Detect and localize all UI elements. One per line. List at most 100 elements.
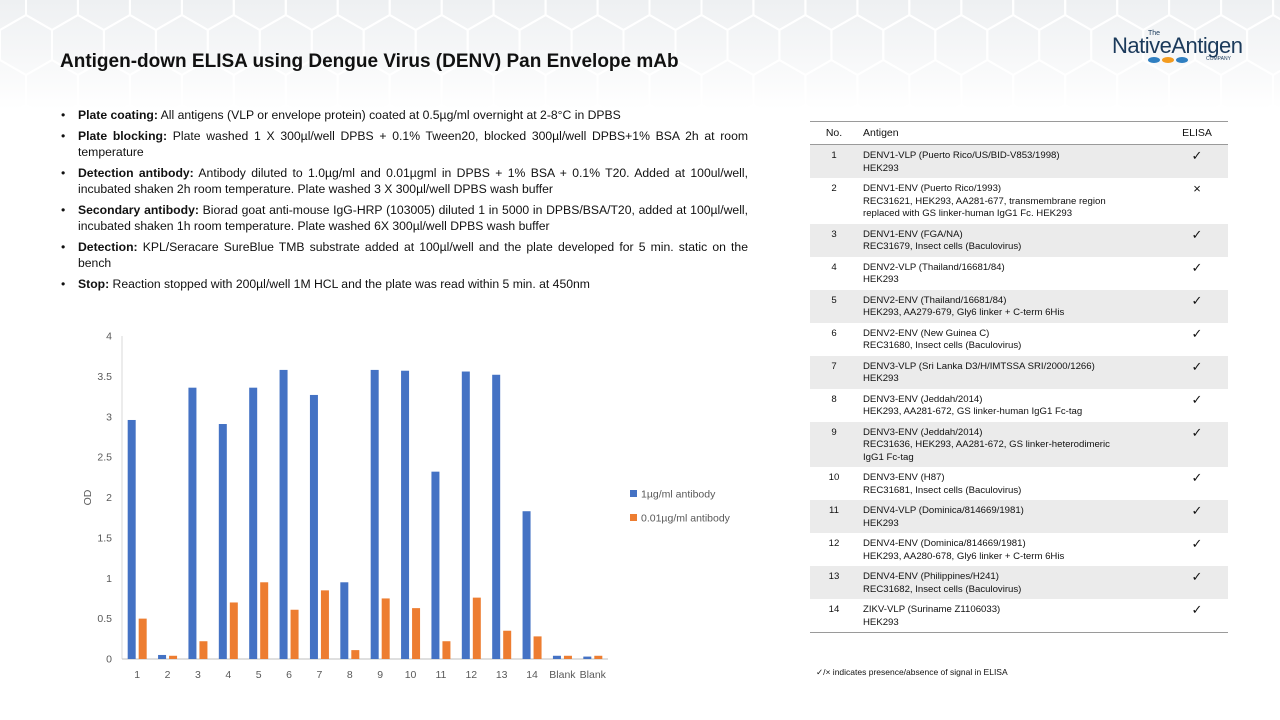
hexagon-shape — [180, 0, 235, 32]
hexagon-shape — [950, 103, 972, 110]
table-row: 14 ZIKV-VLP (Suriname Z1106033) HEK293 ✓ — [810, 599, 1228, 633]
logo-company: COMPANY — [1206, 56, 1231, 62]
check-icon: ✓ — [1166, 223, 1228, 257]
note-text: All antigens (VLP or envelope protein) c… — [157, 108, 621, 122]
hexagon-shape — [336, 0, 391, 32]
antigen-line: DENV3-ENV (Jeddah/2014) — [863, 393, 983, 405]
check-icon: ✓ — [1166, 289, 1228, 323]
y-tick-label: 1 — [106, 573, 112, 585]
table-row: 5 DENV2-ENV (Thailand/16681/84) HEK293, AA… — [810, 289, 1228, 323]
y-tick-label: 2 — [106, 492, 112, 504]
bar-high-5 — [249, 387, 258, 659]
antigen-line: DENV1-ENV (FGA/NA) — [863, 228, 963, 240]
hexagon-shape — [638, 103, 661, 110]
antigen-line: DENV3-ENV (Jeddah/2014) — [863, 426, 983, 438]
bar-high-13 — [492, 374, 501, 659]
check-icon: ✓ — [1166, 500, 1228, 533]
bar-high-7 — [309, 394, 318, 659]
cell-antigen: ZIKV-VLP (Suriname Z1106033) HEK293 — [858, 599, 1166, 633]
check-icon: ✓ — [1191, 325, 1203, 341]
antigen-line: HEK293, AA279-679, Gly6 linker + C-term … — [863, 307, 1065, 318]
table-row: 6 DENV2-ENV (New Guinea C) REC31680, Insec… — [810, 323, 1228, 356]
cell-no: 8 — [831, 393, 837, 405]
antigen-line: HEK293, AA280-678, Gly6 linker + C-term … — [863, 550, 1065, 562]
check-icon: ✓ — [1191, 259, 1203, 275]
cell-antigen: DENV2-ENV (Thailand/16681/84) HEK293, AA2… — [858, 289, 1166, 323]
hexagon-shape — [1262, 103, 1280, 110]
x-tick-label: 4 — [225, 669, 231, 681]
note-item: • Detection: KPL/Seracare SureBlue TMB su… — [60, 239, 748, 271]
note-text: KPL/Seracare SureBlue TMB substrate adde… — [78, 240, 748, 270]
check-icon: ✓ — [1191, 536, 1203, 551]
y-tick-label: 0.5 — [97, 613, 112, 625]
hexagon-shape — [586, 103, 609, 110]
table-row: 12 DENV4-ENV (Dominica/814669/1981) HEK293… — [810, 533, 1228, 566]
cell-no: 13 — [810, 566, 858, 599]
note-text: Reaction stopped with 200µl/well 1M HCL … — [109, 277, 590, 291]
hexagon-shape — [690, 103, 713, 110]
hexagon-shape — [908, 58, 963, 110]
y-tick-label: 4 — [106, 331, 112, 343]
bar-low-9 — [381, 598, 390, 659]
cell-no: 4 — [831, 261, 837, 273]
hexagon-shape — [1220, 0, 1275, 32]
table-row: 4 DENV2-VLP (Thailand/16681/84) HEK293 ✓ — [810, 257, 1228, 290]
bar-high-14 — [522, 511, 531, 659]
legend-label: 0.01µg/ml antibody — [641, 513, 731, 525]
antigen-line: DENV2-ENV (Thailand/16681/84) — [863, 294, 1007, 306]
cell-antigen: DENV2-VLP (Thailand/16681/84) HEK293 — [858, 257, 1166, 290]
protocol-notes: • Plate coating: All antigens (VLP or env… — [60, 107, 748, 297]
hexagon-shape — [1168, 0, 1223, 32]
hexagon-shape — [674, 13, 729, 77]
cell-no: 14 — [810, 599, 858, 633]
antigen-line: DENV3-VLP (Sri Lanka D3/H/IMTSSA SRI/200… — [863, 360, 1095, 372]
hexagon-background — [0, 0, 1280, 110]
hexagon-shape — [1210, 103, 1232, 110]
hexagon-shape — [431, 103, 453, 110]
table-footnote: ✓/× indicates presence/absence of signal… — [816, 667, 1008, 677]
table-row: 3 DENV1-ENV (FGA/NA) REC31679, Insect cell… — [810, 223, 1228, 257]
check-icon: ✓ — [1166, 355, 1228, 389]
antigen-line: HEK293, AA281-672, GS linker-human IgG1 … — [863, 406, 1083, 417]
hexagon-shape — [726, 13, 781, 77]
hexagon-shape — [25, 0, 79, 32]
antigen-line: DENV1-VLP (Puerto Rico/US/BID-V853/1998) — [863, 150, 1060, 161]
cell-no: 2 — [831, 183, 837, 194]
hexagon-shape — [752, 0, 807, 32]
bar-low-16 — [594, 655, 603, 659]
hexagon-shape — [327, 103, 349, 110]
antigen-line: DENV3-ENV (H87) — [863, 472, 945, 483]
hexagon-shape — [128, 0, 183, 32]
hexagon-shape — [0, 58, 27, 110]
company-logo: The NativeAntigen COMPANY — [1112, 30, 1252, 64]
cell-no: 10 — [828, 472, 840, 483]
antigen-line: DENV2-VLP (Thailand/16681/84) — [863, 261, 1005, 273]
bullet-icon: • — [61, 166, 66, 180]
note-item: • Detection antibody: Antibody diluted to… — [60, 165, 748, 197]
x-tick-label: 3 — [195, 669, 201, 681]
note-text: Biorad goat anti-mouse IgG-HRP (103005) … — [78, 203, 748, 233]
hexagon-shape — [1064, 0, 1119, 32]
bar-high-16 — [583, 656, 592, 659]
page-title: Antigen-down ELISA using Dengue Virus (D… — [60, 51, 679, 72]
note-label: Detection: — [78, 240, 138, 254]
check-icon: ✓ — [1191, 470, 1203, 485]
table-row: 10 DENV3-ENV (H87) REC31681, Insect cells … — [810, 467, 1228, 500]
hexagon-shape — [1220, 58, 1275, 110]
bullet-icon: • — [61, 129, 66, 143]
antigen-line: DENV1-ENV (Puerto Rico/1993) — [863, 183, 1002, 194]
check-icon: ✓ — [1166, 566, 1228, 599]
bar-high-12 — [461, 371, 470, 659]
cell-antigen: DENV1-VLP (Puerto Rico/US/BID-V853/1998)… — [858, 144, 1166, 178]
hexagon-shape — [284, 0, 339, 32]
logo-dots-icon — [1148, 57, 1188, 63]
table-header-row: No. Antigen ELISA — [810, 121, 1228, 145]
hexagon-shape — [1002, 103, 1024, 110]
legend-swatch — [630, 514, 637, 521]
cross-icon: × — [1193, 181, 1201, 196]
legend-label: 1µg/ml antibody — [641, 489, 716, 501]
hexagon-shape — [76, 0, 131, 32]
hexagon-shape — [544, 0, 599, 32]
hexagon-shape — [986, 13, 1041, 77]
bar-low-12 — [472, 597, 481, 659]
